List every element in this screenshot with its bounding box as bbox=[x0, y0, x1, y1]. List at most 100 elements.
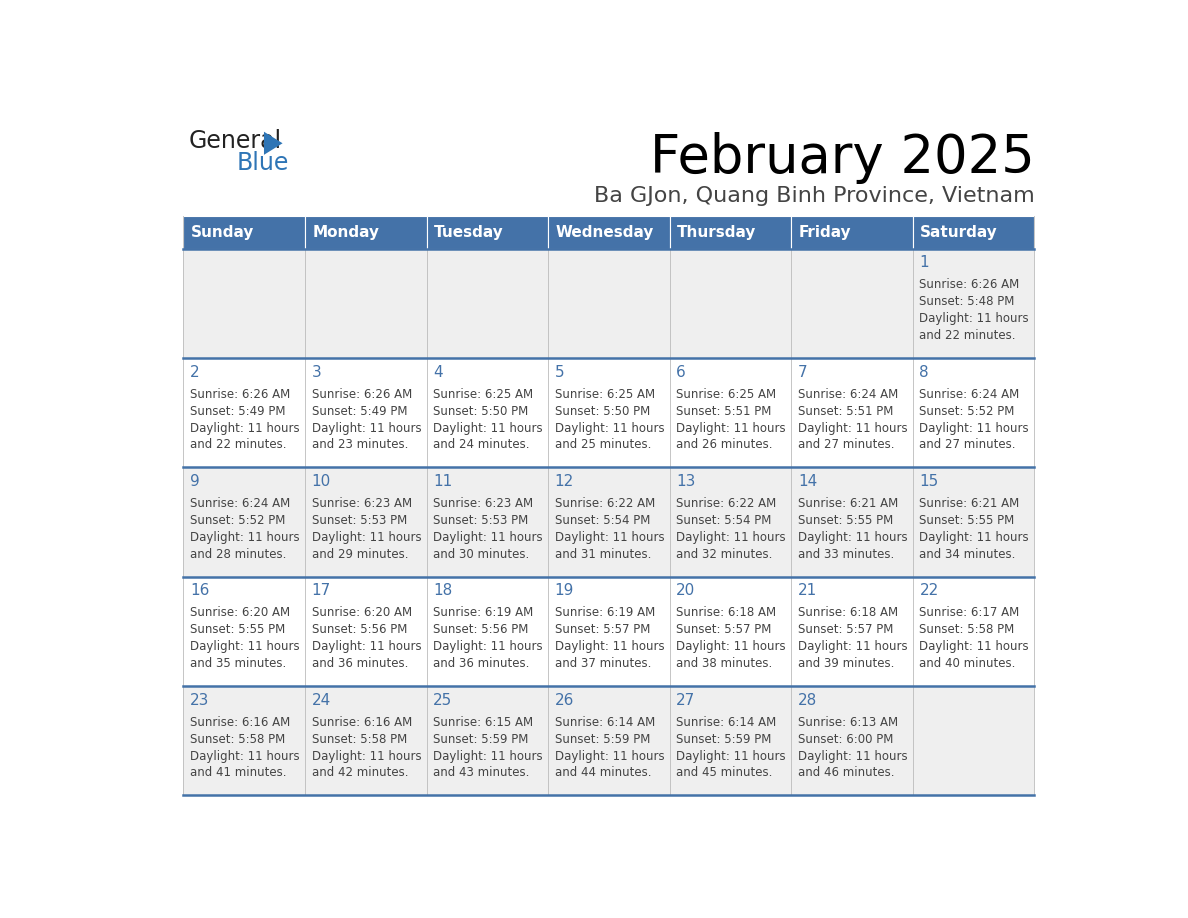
Text: Sunrise: 6:24 AM: Sunrise: 6:24 AM bbox=[798, 387, 898, 400]
Text: 13: 13 bbox=[676, 474, 696, 489]
Text: Sunrise: 6:24 AM: Sunrise: 6:24 AM bbox=[190, 497, 290, 510]
Text: 14: 14 bbox=[798, 474, 817, 489]
Text: and 36 minutes.: and 36 minutes. bbox=[434, 657, 530, 670]
Text: Sunset: 5:56 PM: Sunset: 5:56 PM bbox=[434, 623, 529, 636]
Text: 4: 4 bbox=[434, 364, 443, 380]
Text: Daylight: 11 hours: Daylight: 11 hours bbox=[311, 749, 422, 763]
Polygon shape bbox=[264, 131, 283, 155]
Text: and 23 minutes.: and 23 minutes. bbox=[311, 439, 407, 452]
Text: Daylight: 11 hours: Daylight: 11 hours bbox=[920, 531, 1029, 543]
Text: 17: 17 bbox=[311, 583, 331, 599]
Text: Sunset: 5:53 PM: Sunset: 5:53 PM bbox=[311, 514, 406, 527]
Text: 12: 12 bbox=[555, 474, 574, 489]
Bar bbox=[183, 686, 1035, 796]
Text: 22: 22 bbox=[920, 583, 939, 599]
Text: Sunset: 5:56 PM: Sunset: 5:56 PM bbox=[311, 623, 407, 636]
Bar bbox=[183, 467, 1035, 577]
Text: Sunset: 5:59 PM: Sunset: 5:59 PM bbox=[555, 733, 650, 745]
Text: 8: 8 bbox=[920, 364, 929, 380]
Text: Daylight: 11 hours: Daylight: 11 hours bbox=[676, 749, 786, 763]
Text: Daylight: 11 hours: Daylight: 11 hours bbox=[311, 640, 422, 654]
Text: and 22 minutes.: and 22 minutes. bbox=[920, 330, 1016, 342]
Bar bbox=[670, 217, 791, 249]
Text: 19: 19 bbox=[555, 583, 574, 599]
Text: Daylight: 11 hours: Daylight: 11 hours bbox=[190, 640, 299, 654]
Text: Daylight: 11 hours: Daylight: 11 hours bbox=[434, 749, 543, 763]
Text: Sunset: 6:00 PM: Sunset: 6:00 PM bbox=[798, 733, 893, 745]
Text: General: General bbox=[189, 129, 282, 153]
Text: Daylight: 11 hours: Daylight: 11 hours bbox=[555, 421, 664, 434]
Text: 10: 10 bbox=[311, 474, 331, 489]
Bar bbox=[912, 217, 1035, 249]
Text: Sunrise: 6:18 AM: Sunrise: 6:18 AM bbox=[798, 606, 898, 620]
Bar bbox=[426, 217, 548, 249]
Text: and 32 minutes.: and 32 minutes. bbox=[676, 548, 772, 561]
Text: Sunrise: 6:26 AM: Sunrise: 6:26 AM bbox=[920, 278, 1019, 291]
Text: 15: 15 bbox=[920, 474, 939, 489]
Text: Sunset: 5:57 PM: Sunset: 5:57 PM bbox=[676, 623, 772, 636]
Text: Sunrise: 6:21 AM: Sunrise: 6:21 AM bbox=[798, 497, 898, 510]
Bar bbox=[305, 217, 426, 249]
Text: and 37 minutes.: and 37 minutes. bbox=[555, 657, 651, 670]
Text: Sunrise: 6:16 AM: Sunrise: 6:16 AM bbox=[311, 716, 412, 729]
Text: Daylight: 11 hours: Daylight: 11 hours bbox=[798, 749, 908, 763]
Text: Daylight: 11 hours: Daylight: 11 hours bbox=[798, 421, 908, 434]
Text: Sunset: 5:55 PM: Sunset: 5:55 PM bbox=[920, 514, 1015, 527]
Text: Sunset: 5:58 PM: Sunset: 5:58 PM bbox=[920, 623, 1015, 636]
Text: Sunday: Sunday bbox=[190, 225, 254, 241]
Text: Daylight: 11 hours: Daylight: 11 hours bbox=[920, 421, 1029, 434]
Text: and 27 minutes.: and 27 minutes. bbox=[920, 439, 1016, 452]
Text: Daylight: 11 hours: Daylight: 11 hours bbox=[434, 421, 543, 434]
Text: Daylight: 11 hours: Daylight: 11 hours bbox=[555, 749, 664, 763]
Text: Sunrise: 6:23 AM: Sunrise: 6:23 AM bbox=[434, 497, 533, 510]
Text: and 30 minutes.: and 30 minutes. bbox=[434, 548, 530, 561]
Text: Sunrise: 6:26 AM: Sunrise: 6:26 AM bbox=[190, 387, 290, 400]
Text: Sunrise: 6:25 AM: Sunrise: 6:25 AM bbox=[555, 387, 655, 400]
Text: Wednesday: Wednesday bbox=[555, 225, 653, 241]
Text: Daylight: 11 hours: Daylight: 11 hours bbox=[311, 531, 422, 543]
Text: Daylight: 11 hours: Daylight: 11 hours bbox=[555, 531, 664, 543]
Text: and 43 minutes.: and 43 minutes. bbox=[434, 767, 530, 779]
Text: and 35 minutes.: and 35 minutes. bbox=[190, 657, 286, 670]
Text: Daylight: 11 hours: Daylight: 11 hours bbox=[434, 531, 543, 543]
Text: and 28 minutes.: and 28 minutes. bbox=[190, 548, 286, 561]
Text: Sunset: 5:49 PM: Sunset: 5:49 PM bbox=[190, 405, 285, 418]
Text: Sunset: 5:57 PM: Sunset: 5:57 PM bbox=[798, 623, 893, 636]
Text: Daylight: 11 hours: Daylight: 11 hours bbox=[920, 640, 1029, 654]
Bar bbox=[548, 217, 670, 249]
Text: and 40 minutes.: and 40 minutes. bbox=[920, 657, 1016, 670]
Text: and 25 minutes.: and 25 minutes. bbox=[555, 439, 651, 452]
Bar bbox=[791, 217, 912, 249]
Text: Sunrise: 6:23 AM: Sunrise: 6:23 AM bbox=[311, 497, 412, 510]
Text: Sunrise: 6:26 AM: Sunrise: 6:26 AM bbox=[311, 387, 412, 400]
Text: Sunset: 5:59 PM: Sunset: 5:59 PM bbox=[676, 733, 772, 745]
Text: Saturday: Saturday bbox=[920, 225, 998, 241]
Text: Daylight: 11 hours: Daylight: 11 hours bbox=[555, 640, 664, 654]
Text: Daylight: 11 hours: Daylight: 11 hours bbox=[798, 640, 908, 654]
Text: 9: 9 bbox=[190, 474, 200, 489]
Text: Daylight: 11 hours: Daylight: 11 hours bbox=[190, 421, 299, 434]
Text: Sunset: 5:50 PM: Sunset: 5:50 PM bbox=[434, 405, 529, 418]
Text: Sunrise: 6:15 AM: Sunrise: 6:15 AM bbox=[434, 716, 533, 729]
Text: 11: 11 bbox=[434, 474, 453, 489]
Text: Sunset: 5:53 PM: Sunset: 5:53 PM bbox=[434, 514, 529, 527]
Text: 6: 6 bbox=[676, 364, 685, 380]
Text: Sunset: 5:52 PM: Sunset: 5:52 PM bbox=[190, 514, 285, 527]
Text: 7: 7 bbox=[798, 364, 808, 380]
Text: 18: 18 bbox=[434, 583, 453, 599]
Text: Daylight: 11 hours: Daylight: 11 hours bbox=[676, 421, 786, 434]
Text: and 26 minutes.: and 26 minutes. bbox=[676, 439, 773, 452]
Text: Friday: Friday bbox=[798, 225, 851, 241]
Text: Sunrise: 6:16 AM: Sunrise: 6:16 AM bbox=[190, 716, 290, 729]
Text: and 38 minutes.: and 38 minutes. bbox=[676, 657, 772, 670]
Bar bbox=[183, 217, 305, 249]
Text: 3: 3 bbox=[311, 364, 322, 380]
Text: 25: 25 bbox=[434, 693, 453, 708]
Text: Sunset: 5:54 PM: Sunset: 5:54 PM bbox=[555, 514, 650, 527]
Text: and 36 minutes.: and 36 minutes. bbox=[311, 657, 407, 670]
Text: Sunrise: 6:20 AM: Sunrise: 6:20 AM bbox=[311, 606, 412, 620]
Text: Sunrise: 6:14 AM: Sunrise: 6:14 AM bbox=[555, 716, 655, 729]
Text: Sunrise: 6:18 AM: Sunrise: 6:18 AM bbox=[676, 606, 777, 620]
Text: Sunset: 5:49 PM: Sunset: 5:49 PM bbox=[311, 405, 407, 418]
Text: Sunrise: 6:19 AM: Sunrise: 6:19 AM bbox=[555, 606, 655, 620]
